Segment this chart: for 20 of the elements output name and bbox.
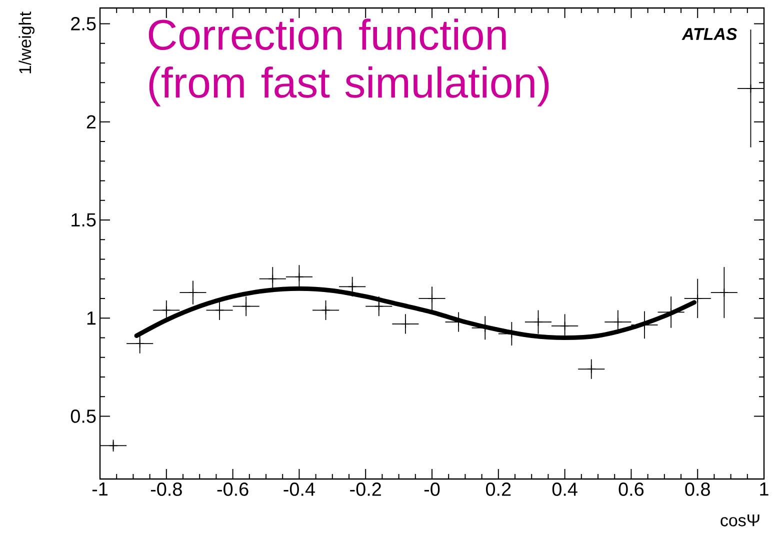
x-tick-label: 0.6 — [618, 482, 644, 496]
y-axis-title: 1/weight — [18, 12, 34, 74]
y-tick-label: 2 — [86, 115, 96, 128]
y-tick-label: 1 — [87, 312, 96, 325]
annotation: Correction function (from fast simulation) — [148, 18, 549, 106]
x-tick-label: -0 — [424, 482, 440, 496]
x-tick-label: -0.2 — [350, 482, 381, 496]
x-tick-label: 0.2 — [486, 482, 511, 496]
y-tick-label: 1.5 — [72, 213, 96, 227]
x-tick-label: 1 — [760, 482, 768, 496]
x-tick-label: 0.8 — [685, 482, 710, 496]
x-axis-title: cosΨ — [720, 514, 760, 526]
x-tick-label: -1 — [92, 482, 108, 496]
x-tick-label: -0.6 — [217, 482, 248, 496]
y-tick-label: 0.5 — [70, 409, 96, 423]
x-tick-label: 0.4 — [552, 482, 578, 496]
x-tick-label: -0.4 — [284, 482, 315, 496]
annotation: ATLAS — [682, 28, 738, 40]
y-tick-label: 2.5 — [71, 16, 96, 30]
x-tick-label: -0.8 — [150, 482, 182, 496]
